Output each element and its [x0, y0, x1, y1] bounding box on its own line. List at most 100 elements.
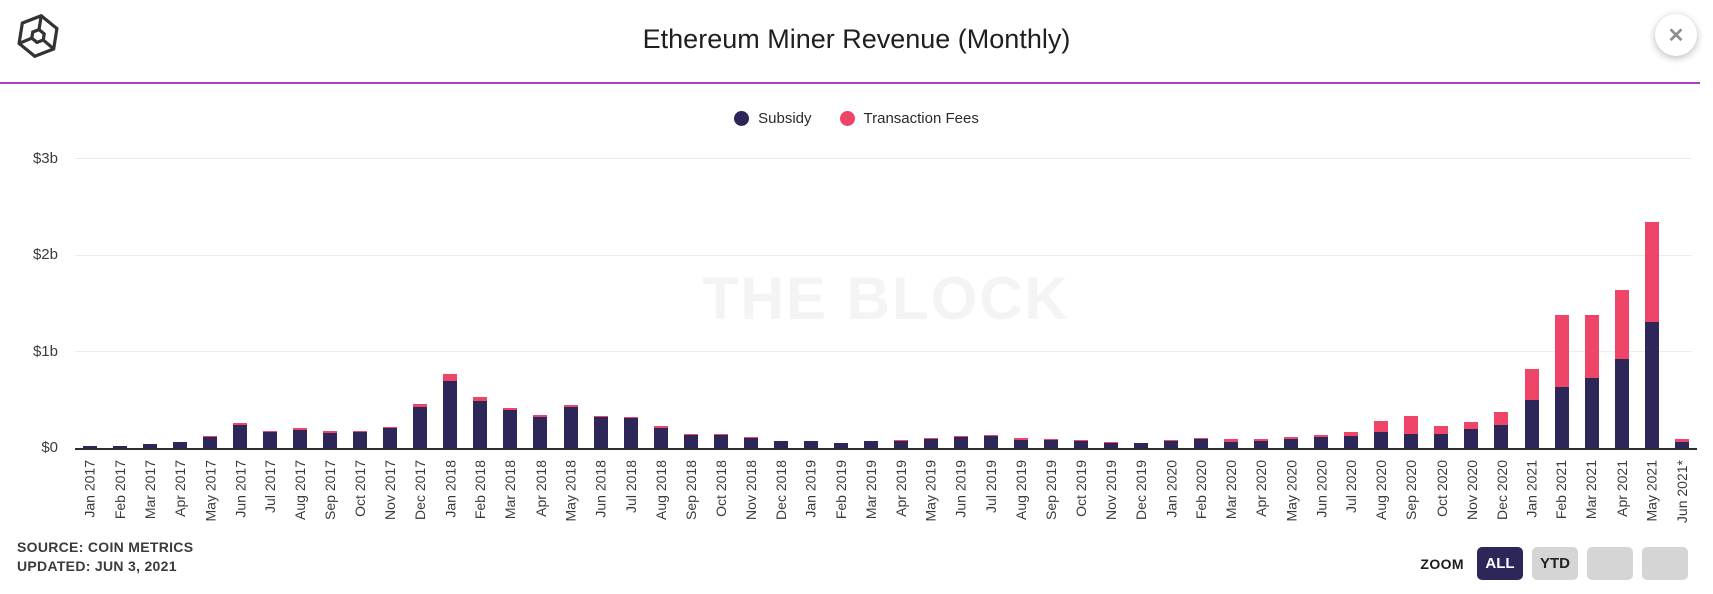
bar-feb-2019[interactable] [826, 140, 856, 448]
fees-segment [1164, 440, 1179, 442]
bar-jan-2021[interactable] [1517, 140, 1547, 448]
bar-oct-2018[interactable] [706, 140, 736, 448]
bar-dec-2019[interactable] [1126, 140, 1156, 448]
bar-feb-2020[interactable] [1186, 140, 1216, 448]
bar-stack [653, 426, 668, 448]
bar-feb-2018[interactable] [465, 140, 495, 448]
fees-segment [803, 440, 818, 442]
bar-mar-2019[interactable] [856, 140, 886, 448]
bar-aug-2020[interactable] [1366, 140, 1396, 448]
bar-nov-2019[interactable] [1096, 140, 1126, 448]
bar-stack [1044, 439, 1059, 448]
fees-segment [1254, 439, 1269, 441]
bar-apr-2019[interactable] [886, 140, 916, 448]
x-axis-label-text: Jan 2017 [82, 460, 99, 518]
fees-segment [1074, 440, 1089, 441]
close-button[interactable]: ✕ [1655, 14, 1697, 56]
bar-stack [323, 431, 338, 448]
subsidy-segment [803, 441, 818, 448]
bar-feb-2021[interactable] [1547, 140, 1577, 448]
bar-jan-2019[interactable] [796, 140, 826, 448]
fees-segment [1584, 314, 1599, 378]
bar-stack [203, 436, 218, 448]
bar-jun-2019[interactable] [946, 140, 976, 448]
bar-aug-2018[interactable] [646, 140, 676, 448]
bar-oct-2017[interactable] [345, 140, 375, 448]
fees-dot-icon [839, 111, 855, 126]
bar-stack [833, 442, 848, 448]
bar-jan-2020[interactable] [1156, 140, 1186, 448]
bar-jan-2017[interactable] [75, 140, 105, 448]
zoom-all-button[interactable]: ALL [1477, 547, 1523, 580]
bar-apr-2018[interactable] [525, 140, 555, 448]
bar-stack [233, 423, 248, 448]
fees-segment [1614, 289, 1629, 360]
bar-stack [1344, 431, 1359, 448]
bar-sep-2018[interactable] [676, 140, 706, 448]
bar-jun-2018[interactable] [586, 140, 616, 448]
x-axis-label-text: Mar 2017 [142, 460, 159, 520]
x-axis-label-text: Oct 2020 [1433, 460, 1450, 517]
bar-mar-2020[interactable] [1216, 140, 1246, 448]
bar-jul-2020[interactable] [1336, 140, 1366, 448]
fees-segment [1134, 442, 1149, 444]
x-axis-label: Jun 2020 [1306, 456, 1336, 548]
x-axis-label: May 2020 [1276, 456, 1306, 548]
bar-apr-2021[interactable] [1607, 140, 1637, 448]
bar-jun-2020[interactable] [1306, 140, 1336, 448]
bar-may-2020[interactable] [1276, 140, 1306, 448]
fees-segment [173, 441, 188, 443]
bar-jul-2017[interactable] [255, 140, 285, 448]
bar-nov-2020[interactable] [1456, 140, 1486, 448]
bar-jul-2019[interactable] [976, 140, 1006, 448]
y-axis-label: $3b [32, 149, 58, 167]
x-axis-label: Jun 2017 [225, 456, 255, 548]
bar-dec-2017[interactable] [405, 140, 435, 448]
fees-segment [1644, 222, 1659, 322]
bar-stack [863, 440, 878, 448]
bar-jul-2018[interactable] [616, 140, 646, 448]
bar-sep-2017[interactable] [315, 140, 345, 448]
legend-item-fees[interactable]: Transaction Fees [839, 110, 979, 127]
bar-nov-2017[interactable] [375, 140, 405, 448]
bar-sep-2020[interactable] [1396, 140, 1426, 448]
subsidy-segment [893, 441, 908, 448]
zoom-button-4[interactable] [1642, 547, 1688, 580]
bar-mar-2021[interactable] [1577, 140, 1607, 448]
bar-may-2017[interactable] [195, 140, 225, 448]
bar-oct-2019[interactable] [1066, 140, 1096, 448]
zoom-ytd-button[interactable]: YTD [1532, 547, 1578, 580]
legend-item-subsidy[interactable]: Subsidy [734, 110, 812, 127]
bar-dec-2020[interactable] [1486, 140, 1516, 448]
bar-may-2019[interactable] [916, 140, 946, 448]
x-axis-label: Feb 2019 [826, 456, 856, 548]
bar-jan-2018[interactable] [435, 140, 465, 448]
bar-sep-2019[interactable] [1036, 140, 1066, 448]
bar-aug-2019[interactable] [1006, 140, 1036, 448]
bar-dec-2018[interactable] [766, 140, 796, 448]
bar-may-2021[interactable] [1637, 140, 1667, 448]
bar-mar-2017[interactable] [135, 140, 165, 448]
bar-mar-2018[interactable] [495, 140, 525, 448]
bar-oct-2020[interactable] [1426, 140, 1456, 448]
zoom-button-3[interactable] [1587, 547, 1633, 580]
bar-apr-2017[interactable] [165, 140, 195, 448]
x-axis-label: Jul 2019 [976, 456, 1006, 548]
bar-may-2018[interactable] [556, 140, 586, 448]
legend-label: Transaction Fees [863, 110, 979, 127]
bar-aug-2017[interactable] [285, 140, 315, 448]
bar-stack [1524, 368, 1539, 448]
bar-jun-2017[interactable] [225, 140, 255, 448]
x-axis-label: Feb 2018 [465, 456, 495, 548]
bar-nov-2018[interactable] [736, 140, 766, 448]
subsidy-segment [1344, 435, 1359, 448]
bar-feb-2017[interactable] [105, 140, 135, 448]
gridline [75, 158, 1692, 159]
bar-stack [1013, 438, 1028, 448]
bar-jun-2021[interactable] [1667, 140, 1697, 448]
x-axis-label-text: Jun 2021* [1673, 460, 1690, 524]
x-axis-label-text: Jun 2019 [952, 460, 969, 518]
bar-stack [1674, 438, 1689, 448]
bar-apr-2020[interactable] [1246, 140, 1276, 448]
fees-segment [713, 433, 728, 435]
